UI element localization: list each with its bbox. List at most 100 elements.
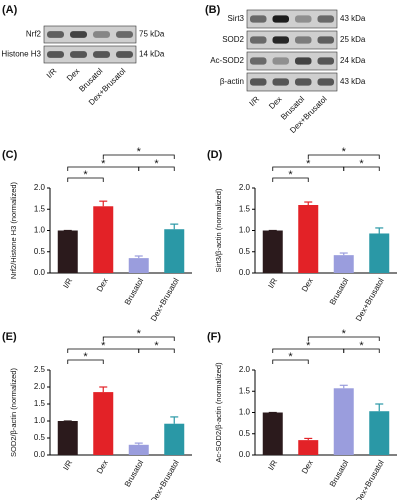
x-tick-label: Brusatol (123, 276, 146, 306)
row-label: Nrf2 (26, 30, 42, 39)
bar (262, 230, 283, 273)
bar (262, 412, 283, 455)
significance-bracket (343, 166, 380, 171)
bar (57, 421, 78, 455)
bar (298, 205, 319, 273)
y-tick-label: 1.0 (34, 416, 46, 425)
y-tick-label: 0.0 (239, 268, 251, 277)
x-tick-label: Brusatol (328, 458, 351, 488)
row-label: Histone H3 (1, 50, 41, 59)
significance-label: * (137, 328, 142, 340)
kda-label: 43 kDa (340, 77, 366, 86)
significance-label: * (101, 340, 106, 352)
y-tick-label: 2.0 (239, 365, 251, 374)
blot-strip (246, 51, 338, 71)
panel-label: (B) (205, 4, 221, 16)
significance-label: * (359, 340, 364, 352)
lane-label: Dex (65, 67, 81, 83)
blot-band (272, 78, 289, 86)
y-tick-label: 2.0 (239, 183, 251, 192)
x-tick-label: Dex+Brusatol (354, 458, 386, 500)
x-tick-label: Dex (300, 277, 315, 294)
blot-band (250, 57, 267, 65)
panel-label: (D) (207, 149, 223, 161)
significance-label: * (288, 351, 293, 363)
row-label: β-actin (220, 77, 244, 86)
y-axis-label: Nrf2/Histone H3 (normalized) (9, 181, 18, 279)
blot-band (295, 36, 312, 44)
blot-band (70, 31, 87, 38)
blot-band (317, 15, 334, 23)
significance-bracket (307, 154, 380, 159)
blot-strip (246, 9, 338, 29)
bar (369, 233, 390, 273)
significance-bracket (272, 359, 309, 364)
significance-label: * (83, 169, 88, 181)
blot-band (47, 31, 64, 38)
bar (298, 440, 319, 455)
x-tick-label: Dex (95, 277, 110, 294)
panel-label: (A) (2, 4, 18, 16)
blot-band (272, 15, 289, 23)
blot-band (295, 78, 312, 86)
x-tick-label: Dex+Brusatol (149, 276, 181, 322)
x-tick-label: Brusatol (123, 458, 146, 488)
blot-strip (43, 45, 137, 64)
blot-band (317, 78, 334, 86)
y-tick-label: 0.5 (34, 433, 46, 442)
significance-bracket (307, 336, 380, 341)
y-tick-label: 1.5 (239, 204, 251, 213)
y-tick-label: 0.0 (239, 450, 251, 459)
panel-label: (E) (2, 331, 17, 343)
significance-label: * (306, 158, 311, 170)
blot-band (47, 51, 64, 58)
blot-band (116, 51, 133, 58)
significance-bracket (67, 177, 104, 182)
significance-bracket (138, 348, 175, 353)
blot-strip (246, 72, 338, 92)
blot-band (250, 36, 267, 44)
y-tick-label: 1.5 (34, 399, 46, 408)
significance-bracket (102, 154, 175, 159)
blot-band (250, 15, 267, 23)
significance-label: * (154, 340, 159, 352)
kda-label: 25 kDa (340, 35, 366, 44)
significance-bracket (67, 359, 104, 364)
x-tick-label: I/R (61, 276, 74, 290)
blot-strip (43, 25, 137, 44)
x-tick-label: Brusatol (328, 276, 351, 306)
bar (333, 388, 354, 455)
x-tick-label: Dex+Brusatol (149, 458, 181, 500)
lane-label: Dex (267, 95, 283, 111)
significance-label: * (288, 169, 293, 181)
significance-label: * (101, 158, 106, 170)
blot-band (272, 36, 289, 44)
blot-band (317, 57, 334, 65)
blot-band (317, 36, 334, 44)
blot-band (116, 31, 133, 38)
significance-label: * (342, 328, 347, 340)
blot-band (93, 51, 110, 58)
kda-label: 43 kDa (340, 14, 366, 23)
significance-bracket (102, 336, 175, 341)
blot-band (295, 15, 312, 23)
bar (164, 229, 185, 273)
panel-label: (C) (2, 149, 18, 161)
significance-bracket (272, 177, 309, 182)
row-label: Sirt3 (228, 14, 245, 23)
panel-label: (F) (207, 331, 221, 343)
blot-band (295, 57, 312, 65)
y-tick-label: 1.0 (239, 408, 251, 417)
y-axis-label: Sirt3/β-actin (normalized) (214, 188, 223, 272)
x-tick-label: Dex (300, 459, 315, 476)
lane-label: I/R (248, 94, 262, 108)
x-tick-label: Dex+Brusatol (354, 276, 386, 322)
y-tick-label: 0.5 (34, 247, 46, 256)
blot-band (250, 78, 267, 86)
kda-label: 14 kDa (139, 50, 165, 59)
significance-label: * (83, 351, 88, 363)
blot-strip (246, 30, 338, 50)
lane-label: I/R (45, 66, 59, 80)
y-tick-label: 2.5 (34, 365, 46, 374)
